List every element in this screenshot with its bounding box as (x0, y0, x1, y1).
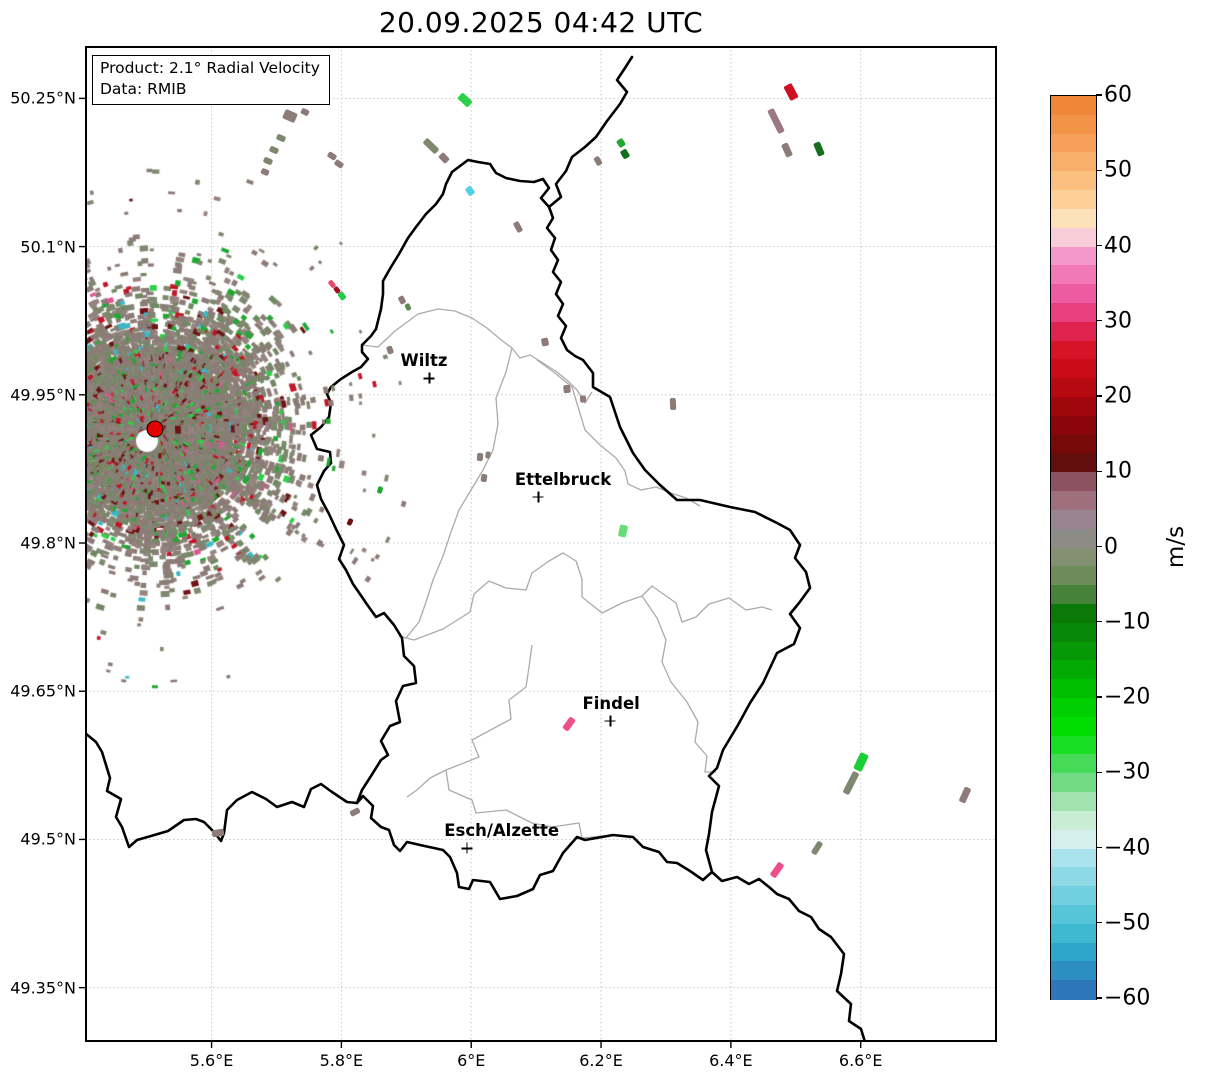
product-info-box: Product: 2.1° Radial Velocity Data: RMIB (92, 55, 330, 105)
product-info-line1: Product: 2.1° Radial Velocity (100, 59, 320, 77)
radar-site-marker (146, 420, 164, 438)
product-info-line2: Data: RMIB (100, 80, 187, 98)
